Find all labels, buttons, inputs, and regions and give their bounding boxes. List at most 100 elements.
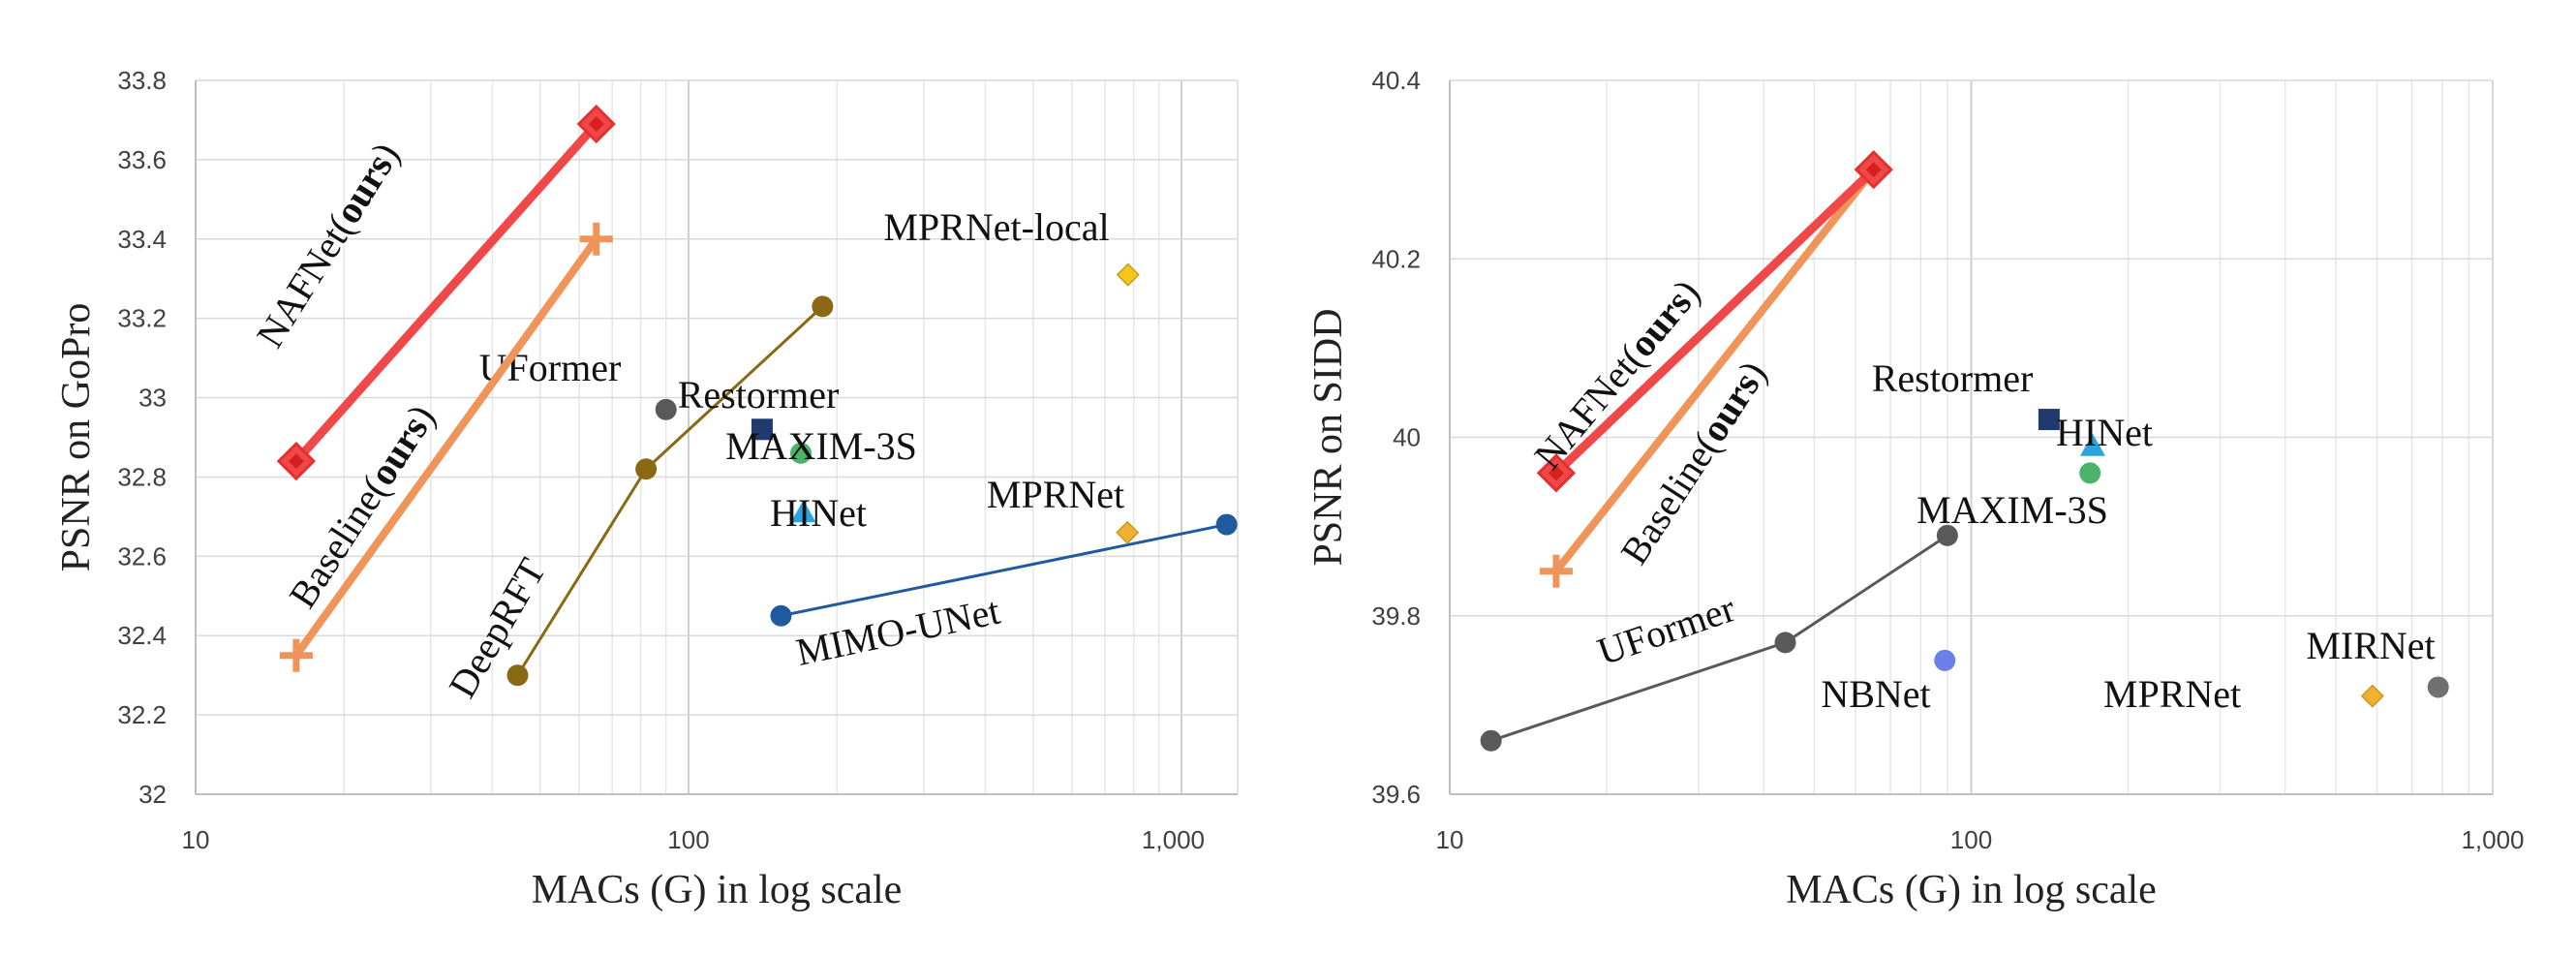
- baseline-point: [279, 638, 313, 672]
- y-tick-label: 33.2: [117, 304, 167, 333]
- series-hinet: HINet: [2056, 411, 2153, 456]
- mprnet-local-label-text: MPRNet-local: [883, 205, 1109, 249]
- maxim-3s-label-text: MAXIM-3S: [1917, 488, 2108, 532]
- series-restormer: Restormer: [678, 373, 840, 441]
- restormer-label: Restormer: [1872, 356, 2034, 400]
- x-axis-title: MACs (G) in log scale: [1786, 868, 2157, 912]
- y-tick-label: 39.8: [1371, 601, 1421, 631]
- deeprft-label: DeepRFT: [440, 551, 554, 705]
- baseline-label: Baseline(ours): [280, 397, 443, 616]
- hinet-label-text: HINet: [2056, 411, 2153, 454]
- uformer-label: UFormer: [1592, 586, 1740, 673]
- uformer-point: [655, 398, 677, 420]
- nbnet-label: NBNet: [1821, 672, 1930, 716]
- deeprft-point: [812, 295, 834, 318]
- maxim-3s-label: MAXIM-3S: [1917, 488, 2108, 532]
- series-uformer: UFormer: [1480, 524, 1958, 752]
- mimo-unet-point: [1215, 513, 1238, 536]
- deeprft-label-text: DeepRFT: [440, 551, 554, 705]
- hinet-point: [790, 500, 816, 523]
- y-tick-label: 32.2: [117, 700, 167, 729]
- baseline-point: [1539, 554, 1573, 588]
- series-maxim-3s: MAXIM-3S: [725, 424, 917, 468]
- nafnet-point-core: [1548, 465, 1564, 481]
- y-tick-label: 33: [138, 384, 167, 413]
- y-tick-label: 40: [1393, 423, 1421, 452]
- series-restormer: Restormer: [1872, 356, 2060, 431]
- x-tick-label: 10: [182, 825, 210, 854]
- x-tick-label: 10: [1436, 825, 1464, 854]
- x-tick-label: 1,000: [1142, 825, 1205, 854]
- y-tick-label: 32.4: [117, 621, 167, 650]
- nafnet-line: [1551, 165, 1879, 478]
- maxim-3s-label: MAXIM-3S: [725, 424, 917, 468]
- y-tick-label: 32: [138, 780, 167, 809]
- nafnet-label-text: NAFNet(: [248, 208, 362, 355]
- series-hinet: HINet: [770, 491, 867, 535]
- mimo-unet-point: [770, 604, 792, 627]
- nafnet-line: [291, 119, 601, 466]
- deeprft-point: [635, 458, 658, 480]
- mirnet-label: MIRNet: [2306, 624, 2435, 667]
- y-tick-label: 39.6: [1371, 780, 1421, 809]
- hinet-label: HINet: [770, 491, 867, 535]
- mimo-unet-label-text: MIMO-UNet: [792, 589, 1003, 674]
- mprnet-point: [1116, 520, 1140, 544]
- mprnet-local-point: [1116, 262, 1140, 287]
- y-tick-label: 33.6: [117, 145, 167, 174]
- nafnet-label: NAFNet(ours): [248, 135, 408, 355]
- y-tick-label: 32.8: [117, 462, 167, 491]
- restormer-label: Restormer: [678, 373, 840, 416]
- mprnet-point: [2360, 684, 2384, 708]
- nafnet-point-core: [1865, 162, 1882, 178]
- mprnet-local-label: MPRNet-local: [883, 205, 1109, 249]
- mirnet-label-text: MIRNet: [2306, 624, 2435, 667]
- restormer-label-text: Restormer: [678, 373, 840, 416]
- uformer-point: [1480, 729, 1502, 752]
- mprnet-label-text: MPRNet: [987, 473, 1124, 516]
- mimo-unet-label: MIMO-UNet: [792, 589, 1003, 674]
- y-tick-label: 33.4: [117, 225, 167, 254]
- maxim-3s-point: [789, 442, 812, 464]
- y-tick-label: 40.4: [1371, 66, 1421, 95]
- baseline-label-text: Baseline(: [1611, 425, 1728, 571]
- hinet-label: HINet: [2056, 411, 2153, 454]
- series-maxim-3s: MAXIM-3S: [1917, 462, 2108, 532]
- series-nbnet: NBNet: [1821, 649, 1956, 716]
- mprnet-label-text: MPRNet: [2103, 672, 2241, 716]
- nafnet-point-core: [288, 453, 304, 470]
- nafnet-label-text: NAFNet(: [1525, 337, 1653, 478]
- hinet-label-text: HINet: [770, 491, 867, 535]
- mimo-unet-line: [779, 523, 1229, 618]
- y-tick-label: 32.6: [117, 541, 167, 571]
- restormer-point: [751, 418, 773, 441]
- chart-panel-1: 32 32.2 32.4 32.6 32.8 33 33.2 33.4 33.6 33.8 10 10…: [54, 66, 1239, 912]
- y-axis-title: PSNR on GoPro: [54, 303, 99, 572]
- nbnet-label-text: NBNet: [1821, 672, 1930, 716]
- series-mprnet-local: MPRNet-local: [883, 205, 1140, 287]
- x-tick-label: 100: [667, 825, 709, 854]
- uformer-label-text: UFormer: [1592, 586, 1740, 673]
- maxim-3s-point: [2079, 462, 2101, 484]
- baseline-line: [1551, 166, 1878, 575]
- baseline-line: [291, 234, 600, 660]
- nbnet-point: [1934, 649, 1956, 671]
- x-axis-title: MACs (G) in log scale: [532, 868, 903, 912]
- gridlines: [1449, 79, 2494, 795]
- uformer-point: [1936, 524, 1958, 546]
- mirnet-point: [2427, 676, 2449, 698]
- baseline-point: [579, 222, 613, 256]
- mprnet-label: MPRNet: [2103, 672, 2241, 716]
- x-tick-label: 100: [1950, 825, 1992, 854]
- nafnet-point-core: [588, 116, 604, 133]
- chart-panel-2: 39.6 39.8 40 40.2 40.4 10 100 1,000 MACs (G) in …: [1306, 66, 2525, 912]
- y-axis-title: PSNR on SIDD: [1306, 308, 1351, 566]
- hinet-point: [2079, 433, 2105, 456]
- series-mprnet: MPRNet: [2103, 672, 2384, 716]
- y-tick-label: 40.2: [1371, 244, 1421, 273]
- baseline-label: Baseline(ours): [1611, 354, 1774, 572]
- y-tick-label: 33.8: [117, 66, 167, 95]
- gridlines: [195, 79, 1239, 795]
- series-mprnet: MPRNet: [987, 473, 1140, 544]
